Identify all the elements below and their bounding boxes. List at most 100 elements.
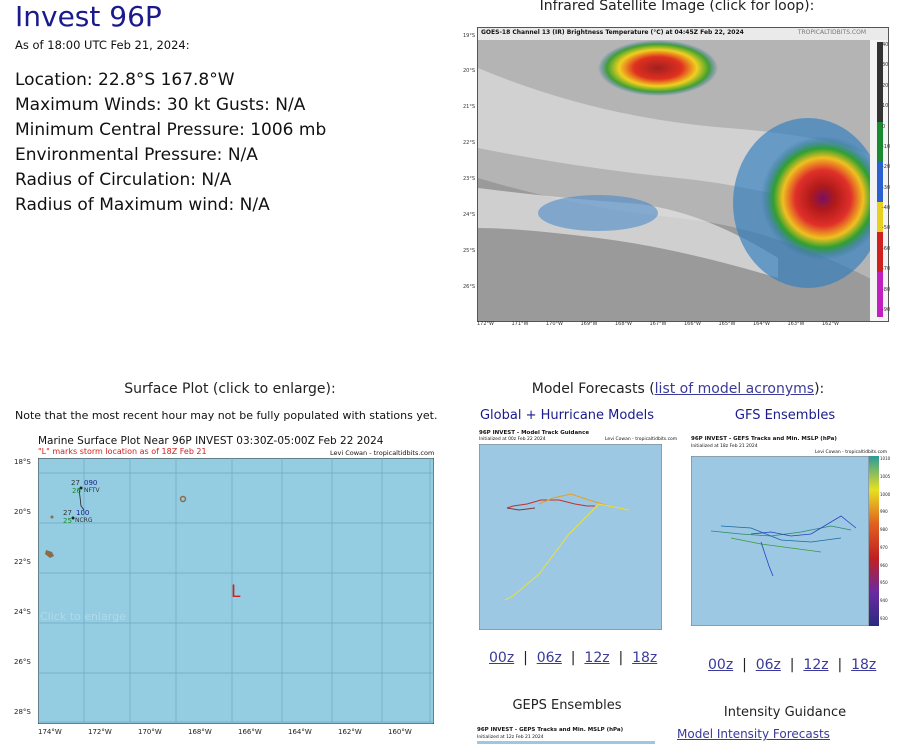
scale-label: -70: [882, 266, 891, 273]
run-00z-link[interactable]: 00z: [708, 657, 734, 673]
lat-label: 26°S: [14, 658, 31, 666]
scale-label: -30: [882, 184, 891, 191]
scale-label: 20: [882, 82, 889, 89]
surface-note: Note that the most recent hour may not b…: [15, 409, 438, 422]
gfs-ensembles-title: GFS Ensembles: [734, 408, 836, 423]
scale-label: 30: [882, 62, 889, 69]
surface-plot-title: Marine Surface Plot Near 96P INVEST 03:3…: [38, 435, 384, 447]
surface-map: [38, 458, 434, 724]
gfs-pressure-scale: [869, 456, 879, 626]
global-models-plot-link[interactable]: 96P INVEST - Model Track Guidance Initia…: [467, 428, 677, 636]
surface-header: Surface Plot (click to enlarge):: [124, 381, 336, 397]
surface-plot-credit: Levi Cowan - tropicaltidbits.com: [330, 449, 435, 457]
scale-label: -20: [882, 164, 891, 171]
global-plot-title: 96P INVEST - Model Track Guidance: [479, 430, 590, 436]
surface-plot-link[interactable]: Marine Surface Plot Near 96P INVEST 03:3…: [0, 433, 440, 744]
station-temp: 27: [71, 479, 80, 487]
surface-lon-labels: 174°W 172°W 170°W 168°W 166°W 164°W 162°W 160°W: [38, 728, 438, 740]
scale-label: 940: [880, 598, 888, 604]
lon-label: 170°W: [138, 728, 162, 736]
lon-label: 169°W: [580, 321, 598, 327]
run-12z-link[interactable]: 12z: [803, 657, 829, 673]
gfs-ensembles-plot-link[interactable]: 96P INVEST - GEFS Tracks and Min. MSLP (…: [685, 434, 890, 642]
storm-radius-circulation: Radius of Circulation: N/A: [15, 170, 232, 190]
page-title: Invest 96P: [15, 0, 162, 33]
station-pressure: 100: [76, 509, 90, 517]
intensity-guidance-title: Intensity Guidance: [723, 705, 847, 720]
run-18z-link[interactable]: 18z: [851, 657, 877, 673]
satellite-scale-labels: 40 30 20 10 0 -10 -20 -30 -40 -50 -60 -70 -80 -90: [882, 42, 900, 317]
storm-location: Location: 22.8°S 167.8°W: [15, 70, 235, 90]
lon-label: 164°W: [288, 728, 312, 736]
lon-label: 166°W: [238, 728, 262, 736]
station-id: NFTV: [84, 487, 100, 494]
scale-label: 1005: [880, 473, 891, 479]
scale-label: -90: [882, 307, 891, 313]
scale-label: -50: [882, 225, 891, 232]
scale-label: 1010: [880, 456, 891, 461]
scale-label: -80: [882, 286, 891, 293]
geps-ensembles-plot-link[interactable]: 96P INVEST - GEPS Tracks and Min. MSLP (…: [477, 726, 657, 744]
model-intensity-forecasts-link[interactable]: Model Intensity Forecasts: [677, 727, 830, 741]
run-06z-link[interactable]: 06z: [536, 650, 562, 666]
lat-label: 20°S: [14, 508, 31, 516]
station-id: NCRG: [75, 517, 93, 524]
model-acronyms-link[interactable]: list of model acronyms: [654, 381, 815, 397]
models-header: Model Forecasts (list of model acronyms)…: [478, 381, 878, 397]
storm-env-pressure: Environmental Pressure: N/A: [15, 145, 258, 165]
lat-label: 24°S: [463, 212, 476, 218]
satellite-lon-labels: 172°W 171°W 170°W 169°W 168°W 167°W 166°W 165°W…: [477, 321, 867, 329]
geps-map-strip: [477, 741, 655, 744]
lon-label: 171°W: [511, 321, 529, 327]
gfs-scale-labels: 1010 1005 1000 990 980 970 960 950 940 930: [880, 456, 892, 626]
scale-label: 980: [880, 527, 888, 533]
geps-plot-subtitle: Initialized at 12z Feb 21 2024: [477, 735, 544, 740]
scale-label: -60: [882, 245, 891, 252]
scale-label: 950: [880, 580, 888, 586]
global-models-runs: 00z | 06z | 12z | 18z: [489, 650, 658, 666]
global-models-map: [479, 444, 662, 630]
satellite-header: Infrared Satellite Image (click for loop…: [539, 0, 815, 14]
lat-label: 22°S: [463, 140, 476, 146]
lat-label: 22°S: [14, 558, 31, 566]
storm-max-winds: Maximum Winds: 30 kt Gusts: N/A: [15, 95, 306, 115]
scale-label: 0: [882, 123, 886, 130]
run-00z-link[interactable]: 00z: [489, 650, 515, 666]
as-of-timestamp: As of 18:00 UTC Feb 21, 2024:: [15, 38, 190, 52]
lon-label: 164°W: [753, 321, 770, 327]
satellite-image-link[interactable]: GOES-18 Channel 13 (IR) Brightness Tempe…: [477, 27, 889, 322]
gfs-plot-credit: Levi Cowan - tropicaltidbits.com: [815, 450, 888, 455]
run-18z-link[interactable]: 18z: [632, 650, 658, 666]
storm-location-marker: L: [231, 582, 241, 602]
lon-label: 163°W: [787, 321, 805, 327]
surface-watermark: Click to enlarge: [40, 610, 126, 623]
scale-label: 1000: [880, 491, 891, 497]
global-plot-credit: Levi Cowan - tropicaltidbits.com: [605, 437, 678, 442]
models-header-prefix: Model Forecasts (: [531, 381, 655, 397]
geps-plot-title: 96P INVEST - GEPS Tracks and Min. MSLP (…: [477, 727, 624, 733]
lon-label: 165°W: [718, 321, 736, 327]
lat-label: 18°S: [14, 458, 31, 466]
lat-label: 23°S: [463, 176, 476, 182]
lon-label: 170°W: [546, 321, 563, 327]
geps-ensembles-title: GEPS Ensembles: [512, 698, 622, 713]
island: [179, 495, 187, 503]
lon-label: 174°W: [38, 728, 62, 736]
lon-label: 168°W: [615, 321, 632, 327]
lat-label: 25°S: [463, 248, 476, 254]
lon-label: 172°W: [477, 321, 494, 327]
lon-label: 168°W: [188, 728, 212, 736]
gfs-plot-subtitle: Initialized at 18z Feb 21 2024: [691, 444, 758, 449]
lon-label: 172°W: [88, 728, 112, 736]
station-pressure: 090: [84, 479, 98, 487]
run-12z-link[interactable]: 12z: [584, 650, 610, 666]
gfs-ensembles-runs: 00z | 06z | 12z | 18z: [708, 657, 877, 673]
scale-label: 970: [880, 544, 888, 550]
lon-label: 166°W: [684, 321, 701, 327]
lat-label: 28°S: [14, 708, 31, 716]
lat-label: 21°S: [463, 104, 476, 110]
run-06z-link[interactable]: 06z: [755, 657, 781, 673]
station-temp: 27: [63, 509, 72, 517]
surface-lat-labels: 18°S 20°S 22°S 24°S 26°S 28°S: [14, 458, 38, 728]
lon-label: 162°W: [338, 728, 362, 736]
